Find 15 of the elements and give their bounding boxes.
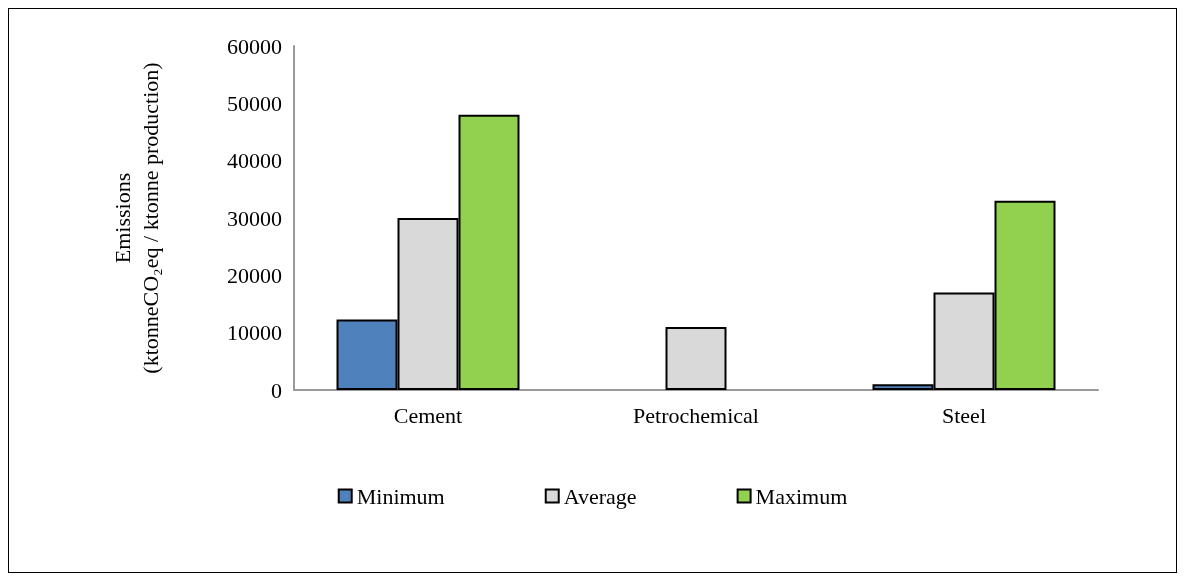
y-tick-label: 60000: [227, 33, 282, 59]
x-tick-label: Cement: [393, 402, 463, 428]
legend-label: Maximum: [755, 483, 848, 509]
legend-label: Average: [563, 483, 637, 509]
y-tick-label: 10000: [227, 320, 282, 346]
x-tick-label: Petrochemical: [633, 402, 759, 428]
x-tick-label: Steel: [942, 402, 986, 428]
y-tick-label: 0: [271, 377, 282, 403]
y-axis-title: Emissions (ktonneCO₂eq / ktonne production): [109, 62, 163, 374]
y-tick-label: 20000: [227, 262, 282, 288]
y-tick-label: 40000: [227, 148, 282, 174]
bar: [665, 326, 727, 390]
y-tick-label: 30000: [227, 205, 282, 231]
y-tick-label: 50000: [227, 90, 282, 116]
legend-label: Minimum: [356, 483, 445, 509]
